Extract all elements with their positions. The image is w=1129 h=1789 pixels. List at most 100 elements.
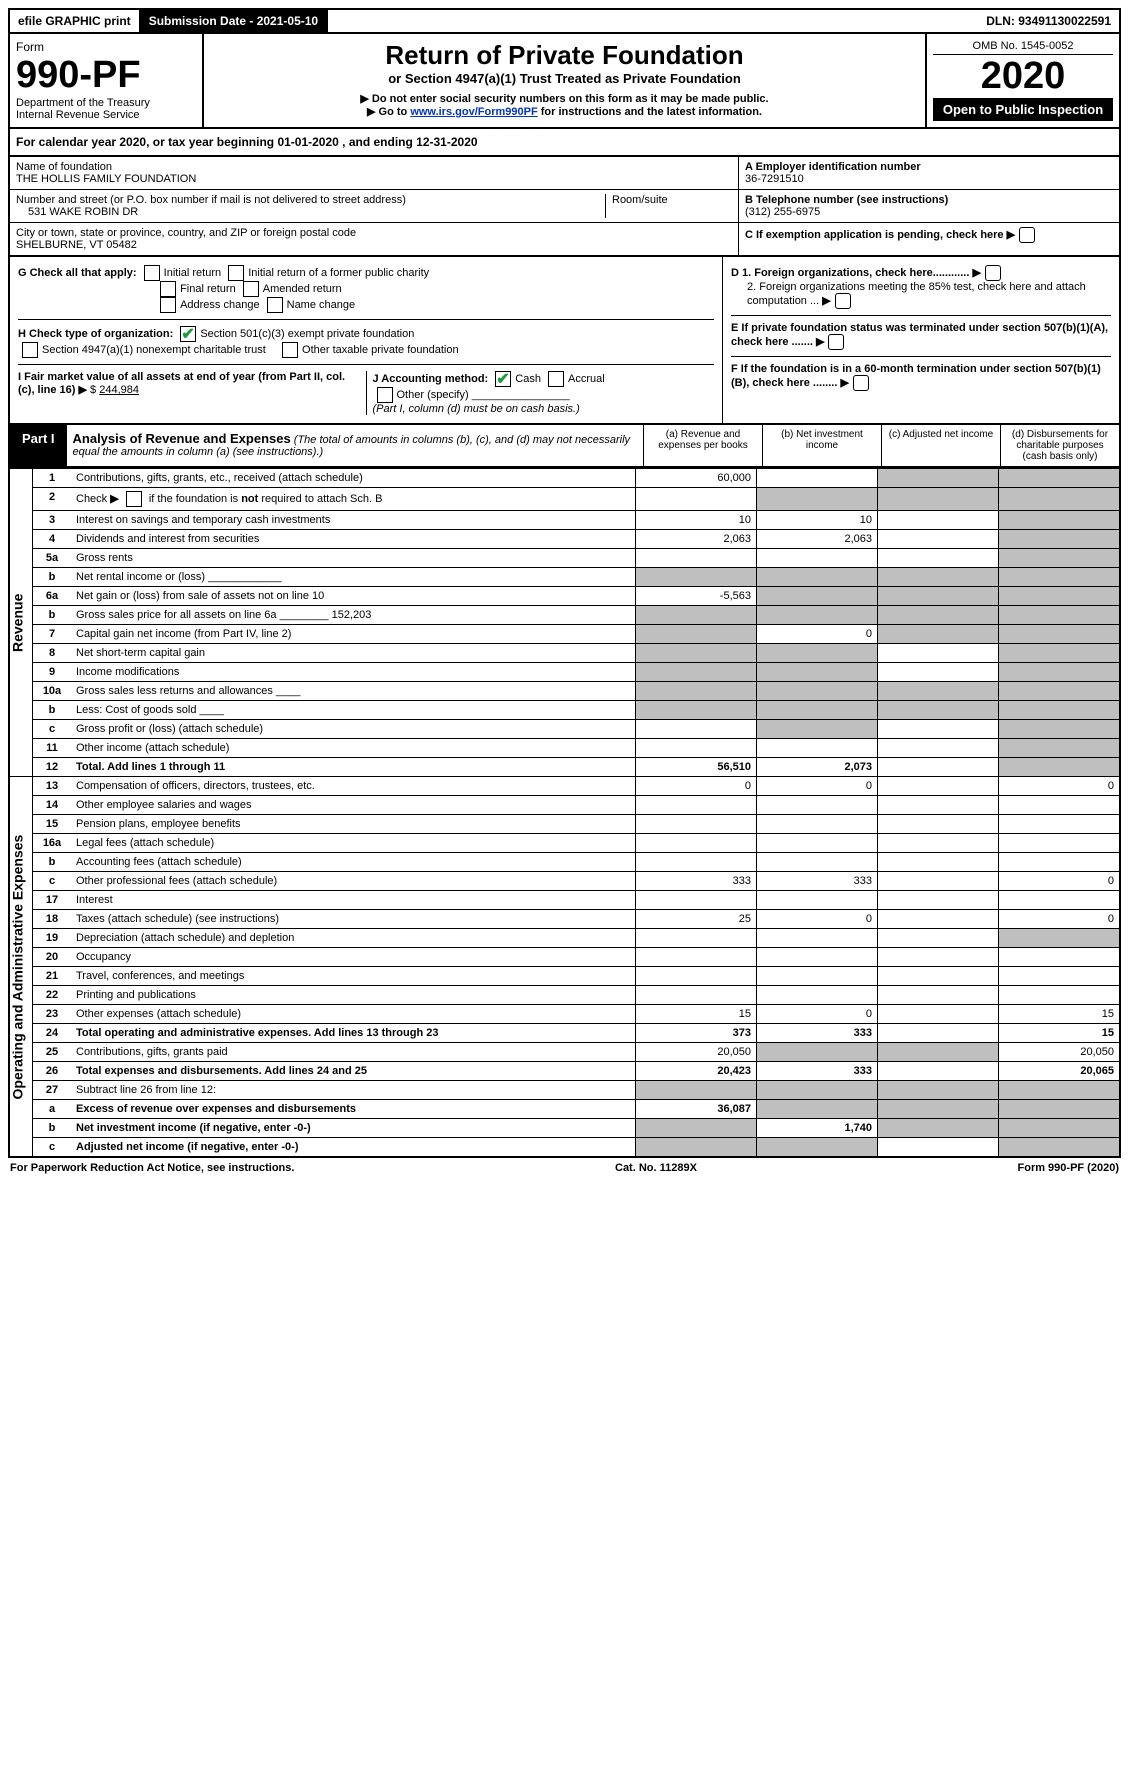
j-accrual: Accrual xyxy=(568,373,605,385)
line-number: 20 xyxy=(33,948,72,967)
value-cell xyxy=(999,758,1121,777)
line-number: 16a xyxy=(33,834,72,853)
value-cell xyxy=(878,511,999,530)
line-description: Capital gain net income (from Part IV, l… xyxy=(71,625,636,644)
g-opt-4: Address change xyxy=(180,299,260,311)
h-other-checkbox[interactable] xyxy=(282,342,298,358)
value-cell xyxy=(636,1138,757,1158)
f-checkbox[interactable] xyxy=(853,375,869,391)
table-row: 17Interest xyxy=(9,891,1120,910)
value-cell xyxy=(878,891,999,910)
value-cell xyxy=(636,701,757,720)
d2-checkbox[interactable] xyxy=(835,293,851,309)
table-row: 4Dividends and interest from securities2… xyxy=(9,530,1120,549)
value-cell: -5,563 xyxy=(636,587,757,606)
table-row: 18Taxes (attach schedule) (see instructi… xyxy=(9,910,1120,929)
g-name-checkbox[interactable] xyxy=(267,297,283,313)
line-description: Less: Cost of goods sold ____ xyxy=(71,701,636,720)
value-cell xyxy=(636,663,757,682)
h-row: H Check type of organization: Section 50… xyxy=(18,319,714,358)
g-opt-2: Final return xyxy=(180,283,236,295)
value-cell: 0 xyxy=(636,777,757,796)
value-cell: 333 xyxy=(757,1062,878,1081)
value-cell: 20,050 xyxy=(999,1043,1121,1062)
table-row: 16aLegal fees (attach schedule) xyxy=(9,834,1120,853)
c-checkbox[interactable] xyxy=(1019,227,1035,243)
line-description: Compensation of officers, directors, tru… xyxy=(71,777,636,796)
h-opt1: Section 501(c)(3) exempt private foundat… xyxy=(200,328,414,340)
value-cell xyxy=(999,587,1121,606)
line-description: Excess of revenue over expenses and disb… xyxy=(71,1100,636,1119)
line-number: a xyxy=(33,1100,72,1119)
value-cell xyxy=(999,568,1121,587)
line-number: b xyxy=(33,701,72,720)
h-opt2: Section 4947(a)(1) nonexempt charitable … xyxy=(42,344,266,356)
line-description: Travel, conferences, and meetings xyxy=(71,967,636,986)
value-cell: 0 xyxy=(757,625,878,644)
line-description: Accounting fees (attach schedule) xyxy=(71,853,636,872)
e-label: E If private foundation status was termi… xyxy=(731,322,1108,348)
value-cell: 0 xyxy=(999,910,1121,929)
form-link[interactable]: www.irs.gov/Form990PF xyxy=(410,106,537,118)
city-label: City or town, state or province, country… xyxy=(16,227,732,239)
value-cell xyxy=(999,530,1121,549)
addr-label: Number and street (or P.O. box number if… xyxy=(16,194,605,206)
j-cash-checkbox[interactable] xyxy=(495,371,511,387)
part1-header: Part I Analysis of Revenue and Expenses … xyxy=(8,425,1121,468)
line-number: 25 xyxy=(33,1043,72,1062)
value-cell xyxy=(878,488,999,511)
value-cell: 20,050 xyxy=(636,1043,757,1062)
value-cell xyxy=(757,606,878,625)
foundation-name-cell: Name of foundation THE HOLLIS FAMILY FOU… xyxy=(10,157,738,190)
e-checkbox[interactable] xyxy=(828,334,844,350)
h-501c3-checkbox[interactable] xyxy=(180,326,196,342)
room-label: Room/suite xyxy=(605,194,732,218)
value-cell xyxy=(757,739,878,758)
header-center: Return of Private Foundation or Section … xyxy=(204,34,925,127)
line-number: 6a xyxy=(33,587,72,606)
efile-cell: efile GRAPHIC print xyxy=(10,10,141,32)
main-table: Revenue1Contributions, gifts, grants, et… xyxy=(8,468,1121,1158)
note2-suffix: for instructions and the latest informat… xyxy=(538,106,762,118)
value-cell xyxy=(999,701,1121,720)
tax-year: 2020 xyxy=(933,55,1113,98)
h-4947-checkbox[interactable] xyxy=(22,342,38,358)
j-accrual-checkbox[interactable] xyxy=(548,371,564,387)
table-row: cAdjusted net income (if negative, enter… xyxy=(9,1138,1120,1158)
table-row: aExcess of revenue over expenses and dis… xyxy=(9,1100,1120,1119)
g-amended-checkbox[interactable] xyxy=(243,281,259,297)
value-cell xyxy=(999,549,1121,568)
g-initial-checkbox[interactable] xyxy=(144,265,160,281)
value-cell xyxy=(878,758,999,777)
g-initial-former-checkbox[interactable] xyxy=(228,265,244,281)
top-bar: efile GRAPHIC print Submission Date - 20… xyxy=(8,8,1121,34)
value-cell xyxy=(999,853,1121,872)
value-cell xyxy=(636,986,757,1005)
d1-checkbox[interactable] xyxy=(985,265,1001,281)
table-row: 6aNet gain or (loss) from sale of assets… xyxy=(9,587,1120,606)
value-cell: 56,510 xyxy=(636,758,757,777)
line-number: 19 xyxy=(33,929,72,948)
g-final-checkbox[interactable] xyxy=(160,281,176,297)
value-cell xyxy=(878,606,999,625)
table-row: 3Interest on savings and temporary cash … xyxy=(9,511,1120,530)
mid-grid: G Check all that apply: Initial return I… xyxy=(8,257,1121,425)
line-description: Net investment income (if negative, ente… xyxy=(71,1119,636,1138)
table-row: 2Check ▶ if the foundation is not requir… xyxy=(9,488,1120,511)
value-cell xyxy=(757,834,878,853)
dept: Department of the Treasury xyxy=(16,97,196,109)
value-cell xyxy=(999,663,1121,682)
value-cell: 20,065 xyxy=(999,1062,1121,1081)
omb: OMB No. 1545-0052 xyxy=(933,40,1113,55)
value-cell xyxy=(999,606,1121,625)
value-cell xyxy=(636,488,757,511)
j-other-checkbox[interactable] xyxy=(377,387,393,403)
g-row: G Check all that apply: Initial return I… xyxy=(18,265,714,313)
value-cell xyxy=(878,872,999,891)
value-cell xyxy=(878,701,999,720)
g-opt-3: Amended return xyxy=(263,283,342,295)
table-row: 25Contributions, gifts, grants paid20,05… xyxy=(9,1043,1120,1062)
line-description: Contributions, gifts, grants, etc., rece… xyxy=(71,469,636,488)
value-cell xyxy=(636,549,757,568)
g-address-checkbox[interactable] xyxy=(160,297,176,313)
